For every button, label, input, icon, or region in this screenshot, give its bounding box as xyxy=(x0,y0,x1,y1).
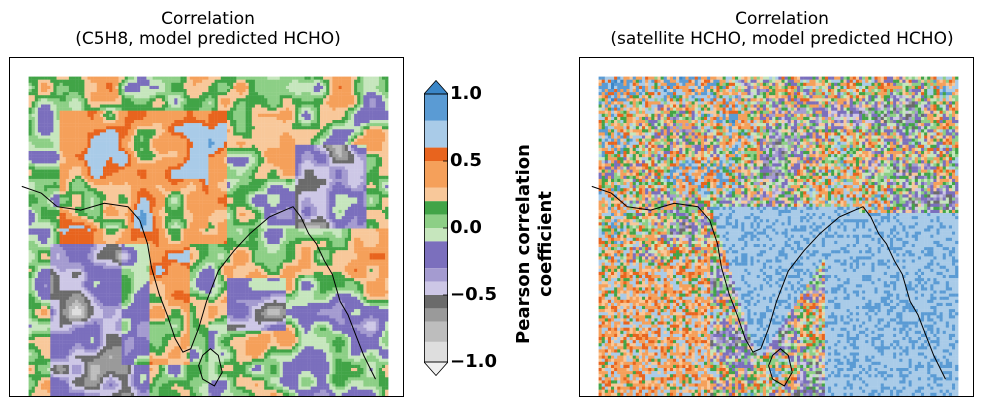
right-title-line1: Correlation xyxy=(570,9,994,29)
colorbar-level xyxy=(424,268,448,282)
left-map-canvas xyxy=(10,58,403,396)
colorbar-level xyxy=(424,147,448,161)
colorbar-tick-label: 0.0 xyxy=(450,219,482,237)
colorbar-level xyxy=(424,281,448,295)
left-map xyxy=(9,57,404,397)
colorbar-level xyxy=(424,308,448,322)
colorbar-level xyxy=(424,161,448,188)
colorbar-tick-label: −0.5 xyxy=(450,286,497,304)
colorbar-extend-bottom xyxy=(423,361,449,377)
coastline xyxy=(591,185,946,380)
colorbar-level xyxy=(424,187,448,202)
right-map-canvas xyxy=(580,58,973,396)
colorbar-label-line1: Pearson correlation xyxy=(513,119,535,369)
colorbar-level xyxy=(424,214,448,228)
heatmap-cells xyxy=(580,58,973,396)
right-map-title: Correlation (satellite HCHO, model predi… xyxy=(570,9,994,49)
colorbar-level xyxy=(424,241,448,269)
sri-lanka-outline xyxy=(198,348,223,387)
coastline xyxy=(21,185,376,380)
colorbar-level xyxy=(424,120,448,148)
colorbar-level xyxy=(424,201,448,215)
colorbar-tick-label: 1.0 xyxy=(450,85,482,103)
colorbar-label-line2: coefficient xyxy=(535,119,557,369)
colorbar-label: Pearson correlation coefficient xyxy=(513,119,557,369)
heatmap-cells xyxy=(10,58,403,396)
left-title-line1: Correlation xyxy=(0,9,416,29)
sri-lanka-outline xyxy=(768,348,793,387)
colorbar-level xyxy=(424,321,448,342)
colorbar-tick-label: 0.5 xyxy=(450,152,482,170)
colorbar-extend-top xyxy=(423,79,449,95)
colorbar-level xyxy=(424,228,448,242)
colorbar-tick-label: −1.0 xyxy=(450,353,497,371)
right-map xyxy=(579,57,974,397)
left-map-title: Correlation (C5H8, model predicted HCHO) xyxy=(0,9,416,49)
colorbar xyxy=(423,79,449,377)
colorbar-level xyxy=(424,94,448,121)
left-title-line2: (C5H8, model predicted HCHO) xyxy=(0,29,416,49)
right-title-line2: (satellite HCHO, model predicted HCHO) xyxy=(570,29,994,49)
colorbar-level xyxy=(424,295,448,309)
colorbar-level xyxy=(424,341,448,362)
colorbar-canvas xyxy=(423,79,449,377)
